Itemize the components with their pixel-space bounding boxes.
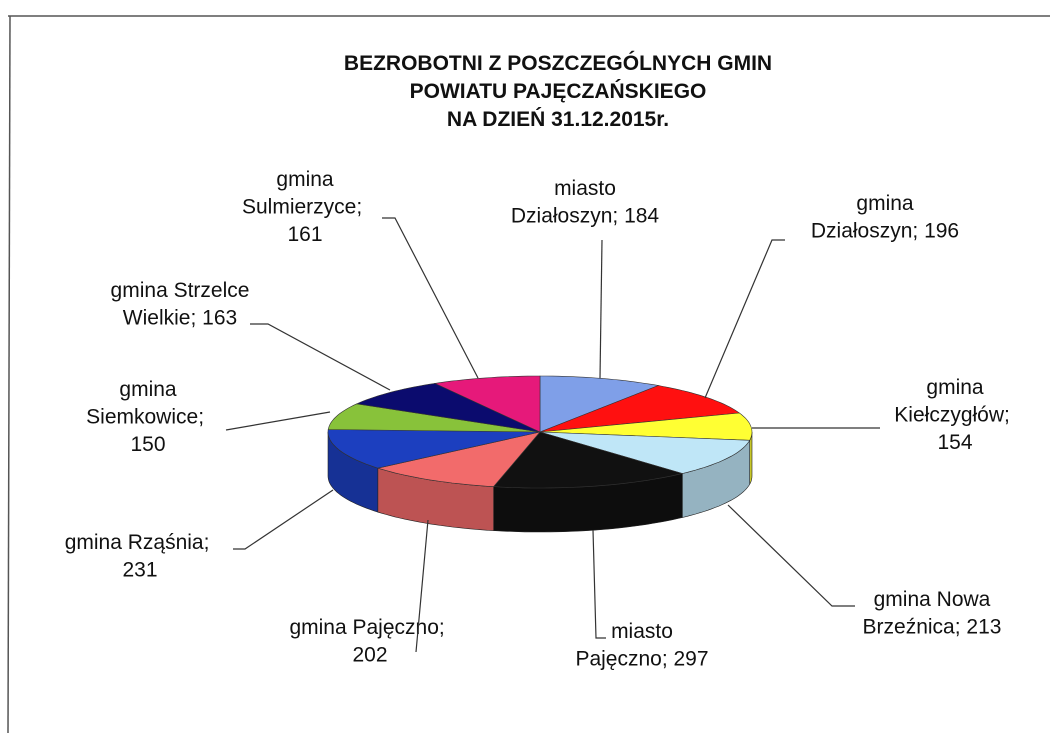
- label-name: gmina Nowa: [874, 588, 991, 611]
- leader-line: [415, 519, 429, 653]
- label-value: 202: [352, 644, 387, 667]
- label-separator: ;: [198, 406, 210, 429]
- label-name: gmina: [276, 168, 334, 191]
- label-value: 154: [937, 431, 972, 454]
- slice: [327, 429, 541, 469]
- slice: [327, 403, 541, 433]
- data-label: gmina Sulmierzyce; 161: [242, 168, 368, 246]
- label-name: Kiełczygłów: [894, 404, 1005, 427]
- leader-line: [382, 217, 479, 379]
- chart-title: BEZROBOTNI Z POSZCZEGÓLNYCH GMIN: [344, 51, 772, 75]
- label-name: Wielkie: [123, 307, 191, 330]
- leader-line: [233, 489, 334, 550]
- leader-line: [250, 323, 391, 391]
- data-label: gmina Siemkowice; 150: [86, 378, 210, 456]
- label-value: 163: [202, 307, 237, 330]
- leader-line: [592, 529, 606, 639]
- label-separator: ;: [1004, 404, 1016, 427]
- leader-line: [727, 504, 855, 607]
- leader-line: [225, 411, 331, 431]
- label-separator: ;: [204, 531, 216, 554]
- data-label: miasto Działoszyn; 184: [511, 177, 660, 228]
- label-separator: ;: [662, 648, 674, 671]
- label-separator: ;: [356, 196, 368, 219]
- label-separator: ;: [912, 220, 924, 243]
- label-value: 231: [122, 559, 157, 582]
- data-label: gmina Rząśnia; 231: [65, 531, 216, 582]
- slice: [539, 385, 741, 433]
- label-name: Siemkowice: [86, 406, 198, 429]
- slice: [433, 375, 541, 433]
- label-name: gmina Rząśnia: [65, 531, 204, 554]
- label-name: Pajęczno: [575, 648, 661, 671]
- label-value: 297: [674, 648, 709, 671]
- frame: [7, 15, 11, 734]
- slice: [539, 375, 660, 433]
- data-label: gmina Pajęczno; 202: [289, 616, 450, 667]
- label-name: Sulmierzyce: [242, 196, 356, 219]
- chart-title: NA DZIEŃ 31.12.2015r.: [447, 108, 669, 131]
- label-separator: ;: [955, 616, 967, 639]
- label-name: miasto: [611, 620, 673, 643]
- chart-title: POWIATU PAJĘCZAŃSKIEGO: [410, 80, 707, 103]
- label-value: 213: [966, 616, 1001, 639]
- slice: [377, 431, 541, 487]
- pie-tops: [327, 375, 753, 489]
- label-value: 161: [287, 223, 322, 246]
- label-name: gmina: [119, 378, 177, 401]
- label-separator: ;: [190, 307, 202, 330]
- labels: miasto Działoszyn; 184 gmina Działoszyn; 19…: [65, 168, 1016, 671]
- label-name: gmina Pajęczno: [289, 616, 438, 639]
- label-value: 150: [130, 433, 165, 456]
- label-separator: ;: [612, 205, 624, 228]
- label-name: gmina: [856, 192, 914, 215]
- label-value: 196: [924, 220, 959, 243]
- slice: [355, 383, 541, 433]
- label-name: Brzeźnica: [863, 616, 956, 639]
- slice: [539, 412, 753, 441]
- title-group: BEZROBOTNI Z POSZCZEGÓLNYCH GMIN POWIATU…: [344, 51, 772, 131]
- label-separator: ;: [439, 616, 451, 639]
- label-value: 184: [624, 205, 659, 228]
- label-name: gmina: [926, 376, 984, 399]
- slice: [492, 431, 684, 489]
- data-label: gmina Kiełczygłów; 154: [894, 376, 1015, 454]
- leader-line: [599, 239, 603, 379]
- label-name: gmina Strzelce: [111, 279, 250, 302]
- data-label: miasto Pajęczno; 297: [575, 620, 708, 671]
- slice: [539, 431, 751, 474]
- data-label: gmina Strzelce Wielkie; 163: [111, 279, 250, 330]
- leader-line: [704, 239, 785, 399]
- data-label: gmina Działoszyn; 196: [811, 192, 959, 243]
- label-name: Działoszyn: [511, 205, 613, 228]
- data-label: gmina Nowa Brzeźnica; 213: [863, 588, 1002, 639]
- label-name: Działoszyn: [811, 220, 913, 243]
- label-name: miasto: [554, 177, 616, 200]
